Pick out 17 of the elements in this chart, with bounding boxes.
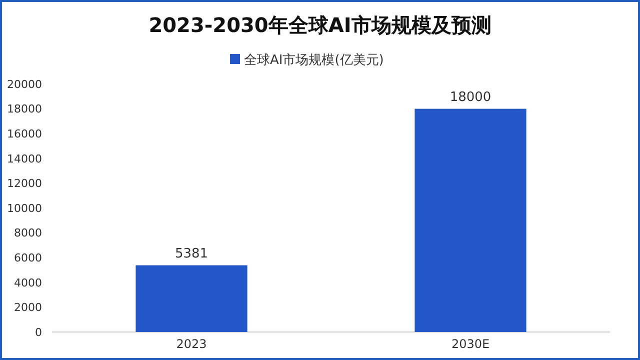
y-tick-label: 14000 (7, 152, 42, 166)
y-tick-label: 0 (35, 326, 42, 339)
y-tick-label: 12000 (7, 177, 42, 190)
y-tick-label: 6000 (14, 251, 42, 264)
data-label: 18000 (450, 90, 492, 105)
y-tick-label: 4000 (14, 276, 42, 290)
y-tick-label: 16000 (7, 127, 42, 140)
y-tick-label: 20000 (7, 78, 42, 91)
y-tick-label: 10000 (7, 202, 42, 215)
data-label: 5381 (174, 246, 208, 262)
chart-title: 2023-2030年全球AI市场规模及预测 (148, 13, 492, 37)
x-tick-label: 2030E (451, 337, 490, 351)
y-tick-label: 2000 (14, 301, 42, 314)
y-tick-label: 18000 (7, 102, 42, 116)
y-tick-label: 8000 (14, 226, 42, 240)
x-tick-label: 2023 (176, 337, 207, 351)
legend-label: 全球AI市场规模(亿美元) (244, 52, 384, 68)
